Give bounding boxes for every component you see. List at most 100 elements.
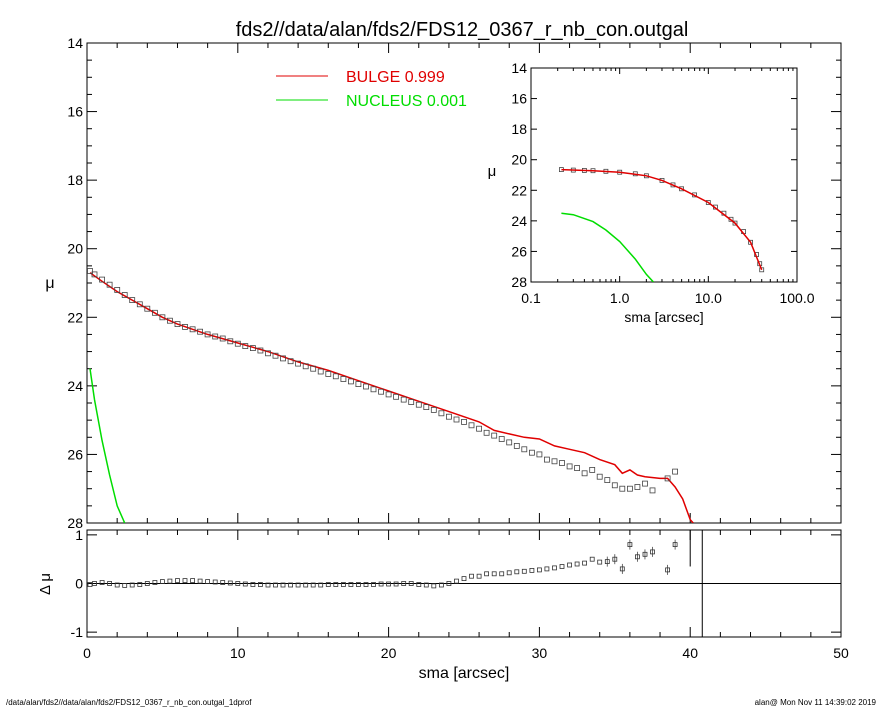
residual-point	[325, 582, 331, 587]
residual-point	[665, 567, 670, 573]
main-y-tick-label: 28	[67, 515, 83, 531]
x-tick-label: 20	[381, 645, 397, 661]
data-point	[627, 485, 633, 492]
main-panel: 14 16 18 20 22 24 26 28 μ BULGE 0.999 NUCLEUS 0.00…	[45, 35, 842, 531]
residual-point	[438, 582, 444, 588]
inset-y-tick-label: 14	[511, 60, 527, 76]
residual-point	[318, 582, 324, 588]
data-point	[574, 465, 580, 472]
data-point	[302, 363, 309, 370]
data-point	[445, 413, 452, 420]
inset-data-point	[679, 186, 684, 192]
residual-point	[499, 571, 505, 577]
data-point	[385, 391, 392, 398]
x-tick-label: 30	[532, 645, 548, 661]
data-point	[204, 331, 211, 338]
res-y-tick-label: 1	[75, 527, 83, 543]
data-point	[634, 484, 641, 490]
data-point	[347, 378, 354, 385]
data-point	[121, 292, 128, 298]
residual-point	[295, 582, 301, 588]
residual-point	[619, 566, 625, 572]
data-point	[461, 418, 467, 425]
residual-point	[310, 582, 316, 588]
nucleus-line	[89, 368, 126, 523]
residual-point	[273, 582, 278, 588]
chart-title: fds2//data/alan/fds2/FDS12_0367_r_nb_con…	[236, 19, 689, 41]
x-tick-label: 40	[682, 645, 698, 661]
data-point	[649, 487, 656, 494]
data-point	[566, 463, 573, 470]
data-point	[129, 297, 136, 304]
data-point	[272, 352, 279, 359]
residual-point	[205, 579, 211, 584]
inset-panel: 14 16 18 20 22 24 26 280.1 1.0 10.0 100.0 sma [arcs…	[488, 60, 815, 325]
residual-point	[552, 565, 557, 571]
data-point	[521, 446, 528, 453]
data-point	[415, 401, 422, 408]
data-point	[310, 365, 317, 372]
residual-point	[446, 581, 452, 586]
residual-point	[87, 582, 93, 587]
residual-point	[597, 559, 603, 565]
residual-point	[303, 582, 309, 588]
residual-point	[416, 582, 422, 587]
inset-x-tick-label: 10.0	[695, 290, 722, 306]
residual-point	[650, 549, 655, 555]
inset-bulge-line	[561, 168, 763, 271]
legend-label: BULGE 0.999	[346, 69, 445, 86]
residual-point	[257, 582, 263, 587]
residual-point	[197, 578, 203, 584]
inset-y-tick-label: 20	[511, 152, 527, 168]
data-point	[363, 383, 369, 390]
residual-point	[401, 581, 407, 586]
data-point	[529, 449, 535, 456]
residual-point	[642, 551, 648, 557]
data-point	[242, 343, 249, 350]
inset-y-tick-label: 26	[511, 243, 527, 259]
residual-point	[288, 582, 294, 588]
data-point	[468, 422, 475, 429]
residual-point	[122, 583, 128, 588]
main-y-tick-label: 24	[67, 378, 83, 394]
inset-data-point	[732, 220, 738, 226]
main-y-tick-label: 20	[67, 241, 83, 257]
residual-point	[635, 554, 640, 560]
residual-point	[92, 581, 97, 586]
residual-point	[461, 576, 467, 581]
residual-point	[386, 581, 392, 587]
main-y-tick-label: 18	[67, 172, 83, 188]
residual-point	[220, 580, 226, 585]
data-point	[370, 386, 377, 393]
residual-point	[529, 568, 535, 573]
residual-point	[114, 582, 120, 588]
inset-data-point	[705, 200, 711, 205]
data-point	[159, 314, 166, 321]
data-point	[91, 271, 98, 278]
data-point	[257, 347, 264, 354]
residual-point	[491, 571, 497, 577]
residual-point	[242, 581, 248, 587]
data-point	[166, 317, 173, 324]
data-point	[355, 381, 362, 388]
residual-point	[582, 560, 587, 566]
data-point	[423, 404, 430, 411]
data-point	[212, 333, 219, 340]
data-point	[182, 323, 188, 330]
residual-point	[469, 573, 474, 579]
data-point	[619, 485, 626, 492]
data-point	[483, 429, 490, 436]
bulge-line	[89, 272, 694, 523]
legend-label: NUCLEUS 0.001	[346, 93, 467, 110]
data-point	[287, 358, 294, 365]
res-y-tick-label: -1	[71, 624, 84, 640]
main-y-tick-label: 14	[67, 35, 83, 51]
residual-point	[567, 562, 572, 568]
residual-point	[484, 571, 490, 577]
residual-point	[333, 582, 339, 587]
data-point	[265, 350, 271, 357]
data-point	[295, 360, 302, 367]
residual-point	[159, 579, 165, 584]
data-point	[144, 305, 151, 312]
